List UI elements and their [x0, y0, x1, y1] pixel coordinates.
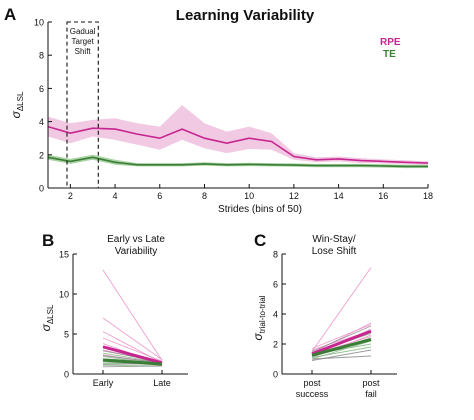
y-tick-label: 8 — [39, 51, 44, 61]
panel-c-individual-line — [311, 324, 372, 349]
x-tick-label: success — [296, 389, 329, 399]
y-tick-label: 0 — [39, 184, 44, 194]
panel-a-y-sigma: σ — [9, 110, 23, 118]
y-tick-label: 2 — [39, 150, 44, 160]
legend-rpe: RPE — [380, 37, 401, 48]
legend-te: TE — [383, 49, 396, 60]
y-tick-label: 4 — [39, 117, 44, 127]
y-tick-label: 2 — [273, 340, 278, 350]
y-tick-label: 6 — [39, 84, 44, 94]
y-tick-label: 6 — [273, 280, 278, 290]
rpe-error-band-group — [48, 105, 428, 165]
y-tick-label: 0 — [273, 370, 278, 380]
panel-c-y-axis-label: σtrial-to-trial — [251, 295, 267, 340]
panel-a-x-axis-label: Strides (bins of 50) — [218, 204, 302, 215]
x-tick-label: post — [362, 378, 380, 388]
panel-letter-a: A — [4, 5, 16, 24]
panel-c-y-sigma: σ — [251, 333, 265, 341]
panel-letter-b: B — [42, 231, 54, 250]
gradual-shift-annotation: Gadual Target Shift — [66, 21, 99, 189]
panel-a-y-sub: ΔLSL — [16, 91, 25, 111]
x-tick-label: 8 — [202, 191, 207, 201]
x-tick-label: 18 — [423, 191, 433, 201]
panel-c-individual-line — [311, 322, 372, 354]
svg-text:σΔLSL: σΔLSL — [39, 304, 55, 331]
annotation-line-3: Shift — [75, 47, 92, 56]
panel-b-mean-line-te — [102, 358, 163, 366]
rpe-mean-line — [47, 125, 429, 164]
y-tick-label: 8 — [273, 250, 278, 260]
panel-c-title-line-1: Win-Stay/ — [312, 234, 356, 245]
svg-text:σtrial-to-trial: σtrial-to-trial — [251, 295, 267, 340]
panel-c-chart: Win-Stay/ Lose Shift 02468postsuccesspos… — [251, 234, 397, 399]
panel-a-legend: RPE TE — [380, 37, 401, 60]
x-tick-label: 4 — [113, 191, 118, 201]
panel-b-individual-lines — [102, 269, 163, 368]
panel-b-individual-line — [102, 317, 163, 360]
panel-b-mean-lines — [102, 345, 163, 366]
y-tick-label: 4 — [273, 310, 278, 320]
rpe-error-band — [48, 105, 428, 165]
mean-lines-group — [47, 125, 429, 168]
y-tick-label: 10 — [34, 18, 44, 28]
te-mean-line — [47, 156, 428, 168]
panel-b-individual-line — [102, 365, 163, 368]
panel-b-chart: Early vs Late Variability 0 5 10 15 Early Lat… — [39, 234, 188, 388]
annotation-line-1: Gadual — [70, 27, 96, 36]
panel-a-axes: 0 2 4 6 8 10 2 4 6 8 10 12 14 16 18 — [34, 18, 433, 202]
x-tick-label: fail — [365, 389, 377, 399]
panel-c-individual-line — [311, 325, 372, 352]
y-tick-label: 5 — [64, 330, 69, 340]
x-tick-label: 16 — [378, 191, 388, 201]
x-tick-label: Early — [93, 378, 114, 388]
panel-a-chart: Learning Variability 0 2 4 6 8 10 2 4 6 8 10 12 14 16… — [9, 7, 433, 215]
annotation-line-2: Target — [72, 37, 95, 46]
gradual-shift-box — [66, 21, 99, 189]
panel-c-individual-line — [311, 355, 372, 360]
x-tick-label: 14 — [334, 191, 344, 201]
panel-c-mean-line-te — [311, 338, 372, 357]
panel-b-individual-line — [102, 269, 163, 361]
y-tick-label: 0 — [64, 370, 69, 380]
panel-letter-c: C — [254, 231, 266, 250]
panel-c-individual-line — [311, 267, 372, 352]
y-tick-label: 10 — [59, 290, 69, 300]
panel-a-y-axis-label: σΔLSL — [9, 91, 25, 118]
x-tick-label: Late — [153, 378, 171, 388]
x-tick-label: 2 — [68, 191, 73, 201]
panel-b-axes: 0 5 10 15 Early Late — [59, 250, 188, 388]
panel-b-individual-line — [102, 337, 163, 362]
x-tick-label: 6 — [157, 191, 162, 201]
panel-b-y-sub: ΔLSL — [46, 304, 55, 324]
panel-a-title: Learning Variability — [176, 7, 315, 24]
panel-c-individual-line — [311, 346, 372, 358]
panel-b-title-line-1: Early vs Late — [107, 234, 165, 245]
panel-c-mean-lines — [311, 329, 372, 357]
panel-c-mean-line-rpe — [311, 329, 372, 356]
y-tick-label: 15 — [59, 250, 69, 260]
panel-b-mean-line-rpe — [102, 345, 163, 365]
x-tick-label: post — [303, 378, 321, 388]
panel-b-title-line-2: Variability — [115, 246, 158, 257]
panel-c-title-line-2: Lose Shift — [312, 246, 357, 257]
svg-text:σΔLSL: σΔLSL — [9, 91, 25, 118]
panel-b-y-axis-label: σΔLSL — [39, 304, 55, 331]
panel-b-y-sigma: σ — [39, 323, 53, 331]
panel-c-y-sub: trial-to-trial — [258, 295, 267, 333]
x-tick-label: 12 — [289, 191, 299, 201]
x-tick-label: 10 — [244, 191, 254, 201]
